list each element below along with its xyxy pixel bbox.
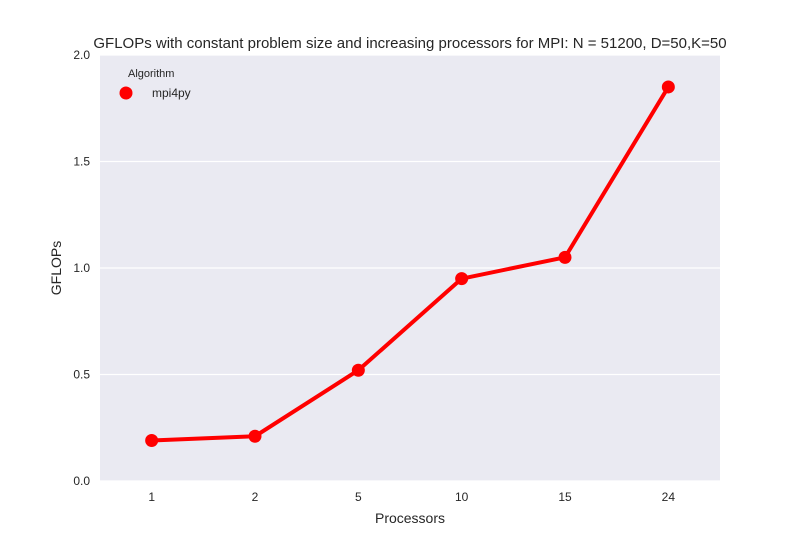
y-tick-labels: 0.0 0.5 1.0 1.5 2.0 [73,48,90,488]
data-point [558,250,572,264]
y-tick-label: 1.0 [73,261,90,275]
legend-marker-mpi4py [119,86,133,100]
x-tick-label: 15 [558,490,572,504]
data-point [455,272,469,286]
series-line-mpi4py [151,85,671,443]
chart-title: GFLOPs with constant problem size and in… [93,35,726,52]
y-tick-label: 0.0 [73,474,90,488]
y-tick-label: 0.5 [73,368,90,382]
x-tick-label: 10 [455,490,469,504]
data-point [145,434,159,448]
grid-lines [100,54,720,482]
legend-title: Algorithm [128,68,174,80]
legend: Algorithm mpi4py [119,68,191,100]
y-tick-label: 2.0 [73,48,90,62]
x-tick-label: 24 [662,490,676,504]
y-axis-label: GFLOPs [48,241,64,295]
data-point [661,80,675,94]
data-point [351,363,365,377]
x-tick-label: 1 [148,490,155,504]
series-layer [145,80,675,448]
y-tick-label: 1.5 [73,155,90,169]
x-tick-labels: 1 2 5 10 15 24 [148,490,675,504]
x-tick-label: 5 [355,490,362,504]
data-point [248,429,262,443]
legend-label-mpi4py: mpi4py [152,86,191,100]
x-tick-label: 2 [252,490,259,504]
x-axis-label: Processors [375,510,445,526]
